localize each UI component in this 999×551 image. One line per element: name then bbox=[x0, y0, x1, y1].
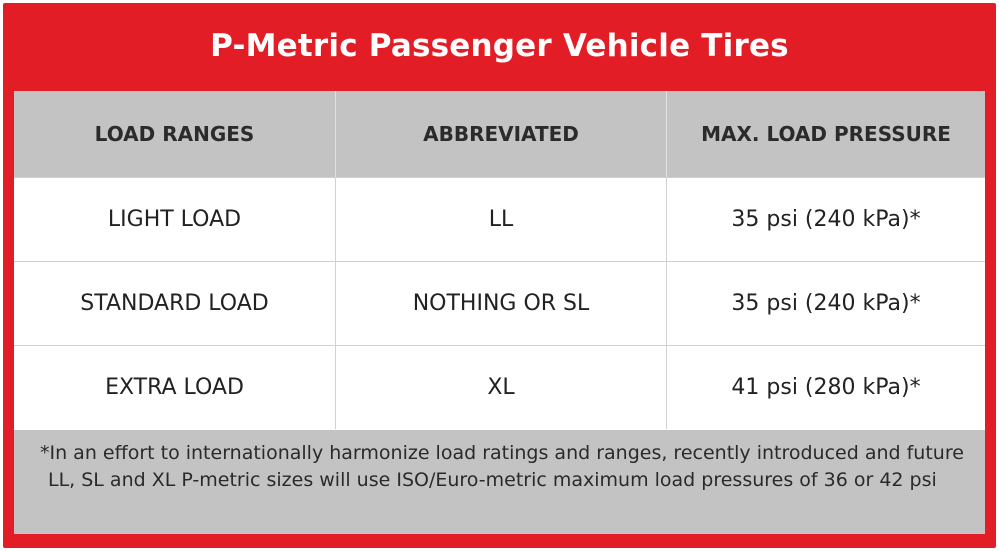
load-range-cell: STANDARD LOAD bbox=[80, 291, 269, 316]
footnote: *In an effort to internationally harmoni… bbox=[14, 430, 985, 534]
header-max-load-pressure: MAX. LOAD PRESSURE bbox=[666, 91, 985, 177]
pressure-cell: 35 psi (240 kPa)* bbox=[666, 178, 985, 261]
abbreviation-cell: LL bbox=[335, 178, 666, 261]
abbreviation-cell: XL bbox=[335, 346, 666, 429]
load-range-table: LOAD RANGES ABBREVIATED MAX. LOAD PRESSU… bbox=[14, 91, 985, 534]
load-range-cell: LIGHT LOAD bbox=[107, 207, 242, 232]
abbreviation-cell: NOTHING OR SL bbox=[335, 262, 666, 345]
pressure-cell: 41 psi (280 kPa)* bbox=[666, 346, 985, 429]
load-range-cell: EXTRA LOAD bbox=[105, 375, 244, 400]
header-load-ranges: LOAD RANGES bbox=[94, 122, 255, 146]
table-row: STANDARD LOAD NOTHING OR SL 35 psi (240 … bbox=[14, 261, 985, 345]
table-row: EXTRA LOAD XL 41 psi (280 kPa)* bbox=[14, 345, 985, 429]
table-row: LIGHT LOAD LL 35 psi (240 kPa)* bbox=[14, 177, 985, 261]
pressure-cell: 35 psi (240 kPa)* bbox=[666, 262, 985, 345]
chart-title: P-Metric Passenger Vehicle Tires bbox=[210, 28, 789, 64]
header-abbreviated: ABBREVIATED bbox=[335, 91, 666, 177]
table-header-row: LOAD RANGES ABBREVIATED MAX. LOAD PRESSU… bbox=[14, 91, 985, 177]
tire-chart-frame: P-Metric Passenger Vehicle Tires LOAD RA… bbox=[3, 3, 996, 548]
